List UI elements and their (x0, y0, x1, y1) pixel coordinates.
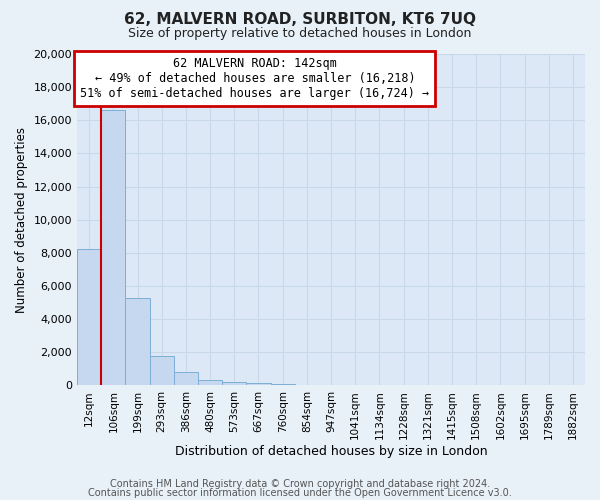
Bar (247, 383, 271, 386)
Bar (271, 384, 295, 386)
Text: Contains HM Land Registry data © Crown copyright and database right 2024.: Contains HM Land Registry data © Crown c… (110, 479, 490, 489)
Y-axis label: Number of detached properties: Number of detached properties (15, 126, 28, 312)
Bar (174, 372, 198, 386)
Text: 62 MALVERN ROAD: 142sqm
← 49% of detached houses are smaller (16,218)
51% of sem: 62 MALVERN ROAD: 142sqm ← 49% of detache… (80, 58, 430, 100)
Bar (198, 380, 222, 386)
Text: Size of property relative to detached houses in London: Size of property relative to detached ho… (128, 28, 472, 40)
Bar (77, 250, 101, 386)
Text: 62, MALVERN ROAD, SURBITON, KT6 7UQ: 62, MALVERN ROAD, SURBITON, KT6 7UQ (124, 12, 476, 28)
Bar (149, 356, 174, 386)
Bar (101, 110, 125, 386)
Bar (125, 298, 149, 386)
Text: Contains public sector information licensed under the Open Government Licence v3: Contains public sector information licen… (88, 488, 512, 498)
Bar (222, 382, 247, 386)
X-axis label: Distribution of detached houses by size in London: Distribution of detached houses by size … (175, 444, 487, 458)
